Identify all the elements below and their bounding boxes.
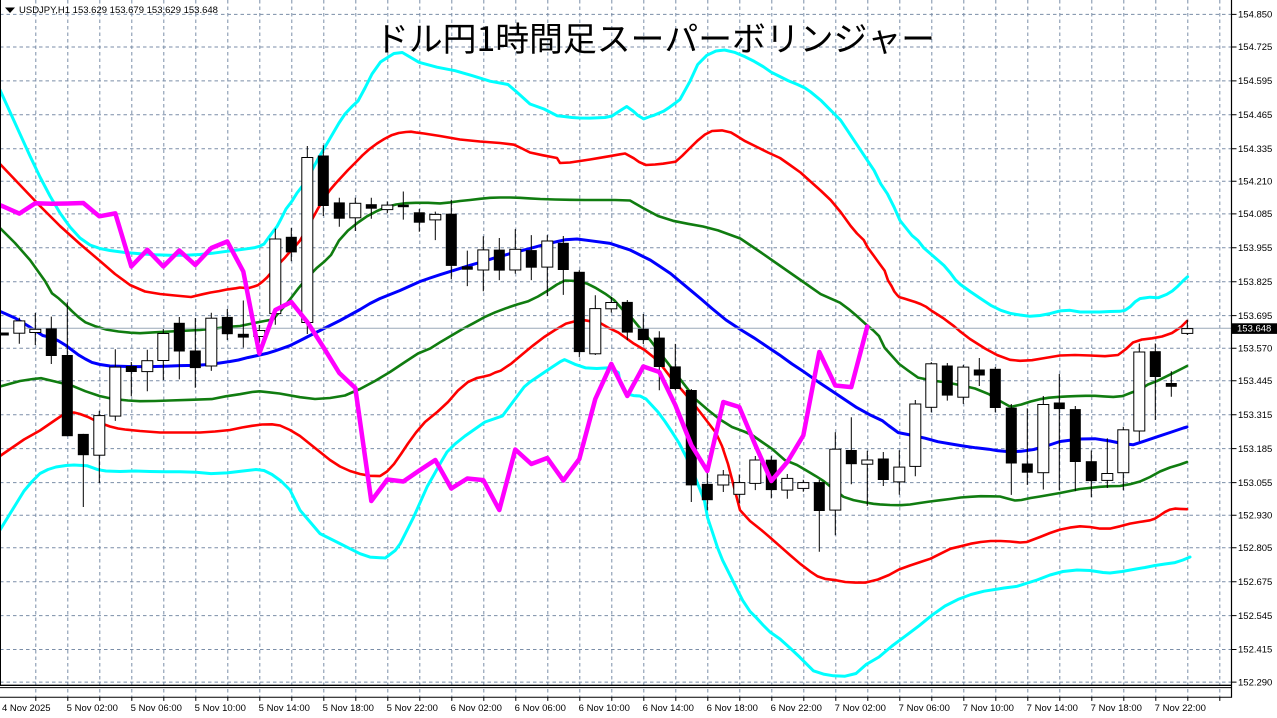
svg-text:154.850: 154.850: [1238, 10, 1272, 21]
svg-text:6 Nov 18:00: 6 Nov 18:00: [707, 703, 758, 714]
svg-text:153.570: 153.570: [1238, 343, 1272, 354]
svg-text:7 Nov 22:00: 7 Nov 22:00: [1155, 703, 1206, 714]
svg-text:7 Nov 06:00: 7 Nov 06:00: [899, 703, 950, 714]
svg-text:154.725: 154.725: [1238, 42, 1272, 53]
svg-text:153.695: 153.695: [1238, 311, 1272, 322]
svg-text:153.315: 153.315: [1238, 410, 1272, 421]
svg-text:USDJPY,H1 153.629 153.679 153: USDJPY,H1 153.629 153.679 153.629 153.64…: [19, 5, 218, 16]
svg-text:6 Nov 22:00: 6 Nov 22:00: [771, 703, 822, 714]
svg-text:152.805: 152.805: [1238, 543, 1272, 554]
svg-text:153.445: 153.445: [1238, 376, 1272, 387]
svg-text:6 Nov 10:00: 6 Nov 10:00: [579, 703, 630, 714]
svg-text:5 Nov 22:00: 5 Nov 22:00: [387, 703, 438, 714]
svg-text:154.595: 154.595: [1238, 76, 1272, 87]
svg-text:152.290: 152.290: [1238, 677, 1272, 688]
svg-text:6 Nov 06:00: 6 Nov 06:00: [515, 703, 566, 714]
svg-text:7 Nov 18:00: 7 Nov 18:00: [1091, 703, 1142, 714]
svg-text:5 Nov 14:00: 5 Nov 14:00: [259, 703, 310, 714]
svg-text:7 Nov 10:00: 7 Nov 10:00: [963, 703, 1014, 714]
svg-text:6 Nov 02:00: 6 Nov 02:00: [451, 703, 502, 714]
svg-text:152.675: 152.675: [1238, 577, 1272, 588]
svg-text:154.465: 154.465: [1238, 110, 1272, 121]
svg-text:153.648: 153.648: [1237, 324, 1271, 335]
svg-text:5 Nov 02:00: 5 Nov 02:00: [67, 703, 118, 714]
svg-text:152.930: 152.930: [1238, 510, 1272, 521]
svg-text:7 Nov 02:00: 7 Nov 02:00: [835, 703, 886, 714]
svg-text:152.415: 152.415: [1238, 645, 1272, 656]
svg-text:4 Nov 2025: 4 Nov 2025: [2, 703, 51, 714]
svg-text:153.825: 153.825: [1238, 277, 1272, 288]
svg-text:5 Nov 06:00: 5 Nov 06:00: [131, 703, 182, 714]
svg-text:154.335: 154.335: [1238, 144, 1272, 155]
svg-text:5 Nov 10:00: 5 Nov 10:00: [195, 703, 246, 714]
svg-text:152.545: 152.545: [1238, 611, 1272, 622]
svg-text:153.185: 153.185: [1238, 444, 1272, 455]
svg-text:154.085: 154.085: [1238, 209, 1272, 220]
svg-text:153.955: 153.955: [1238, 243, 1272, 254]
svg-text:7 Nov 14:00: 7 Nov 14:00: [1027, 703, 1078, 714]
svg-text:5 Nov 18:00: 5 Nov 18:00: [323, 703, 374, 714]
svg-text:154.210: 154.210: [1238, 177, 1272, 188]
svg-text:6 Nov 14:00: 6 Nov 14:00: [643, 703, 694, 714]
svg-text:153.055: 153.055: [1238, 478, 1272, 489]
